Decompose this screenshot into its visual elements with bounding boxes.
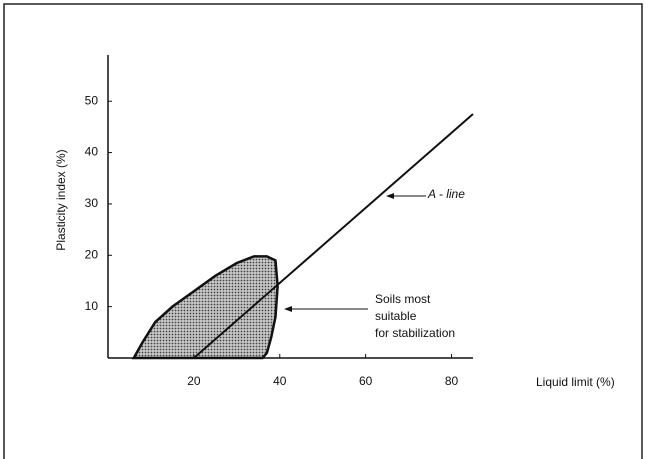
frame [3, 3, 643, 459]
y-tick-label: 40 [85, 145, 99, 159]
arrow-head [284, 306, 292, 312]
stabilization-region [131, 255, 279, 360]
annotation-text: suitable [375, 309, 417, 323]
x-tick-label: 80 [445, 374, 459, 388]
annotation-text: for stabilization [375, 326, 455, 340]
y-axis-label: Plasticity index (%) [54, 149, 68, 250]
annotation-text: Soils most [375, 292, 431, 306]
y-tick-label: 20 [85, 247, 99, 261]
x-tick-label: 60 [359, 374, 373, 388]
x-tick-label: 40 [273, 374, 287, 388]
x-axis-label: Liquid limit (%) [536, 375, 615, 389]
y-tick-label: 10 [85, 299, 99, 313]
a-line [193, 113, 474, 359]
arrow-head [386, 193, 394, 199]
annotation-text: A - line [427, 187, 465, 201]
x-tick-label: 20 [187, 374, 201, 388]
y-tick-label: 50 [85, 93, 99, 107]
y-tick-label: 30 [85, 196, 99, 210]
